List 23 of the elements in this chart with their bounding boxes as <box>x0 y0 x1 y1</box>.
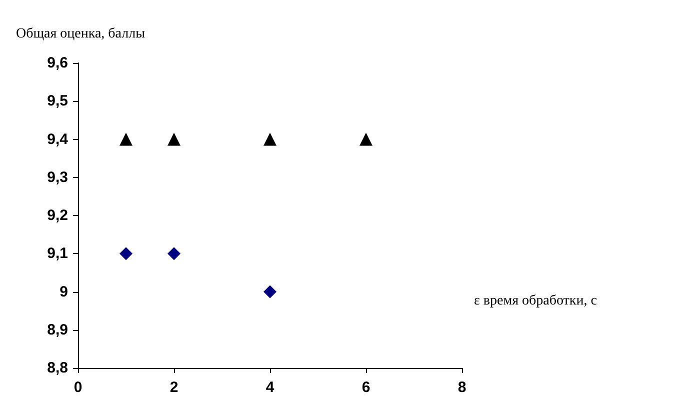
y-tick-label: 9,3 <box>47 168 68 186</box>
point <box>168 132 180 146</box>
y-tick-label: 9,1 <box>47 245 68 262</box>
x-tick-label: 4 <box>266 379 275 396</box>
y-tick-label: 8,8 <box>47 360 68 376</box>
point <box>120 132 132 146</box>
point <box>360 132 372 146</box>
point <box>264 285 276 298</box>
y-tick-label: 9 <box>60 283 68 300</box>
y-tick-label: 9,5 <box>47 92 68 110</box>
y-axis-title: Общая оценка, баллы <box>16 26 146 42</box>
point <box>120 247 132 260</box>
point <box>264 132 276 146</box>
x-tick-label: 0 <box>74 379 82 396</box>
x-tick-label: 6 <box>362 379 370 396</box>
x-axis-title: ε время обработки, с <box>474 294 597 308</box>
y-tick-label: 9,6 <box>47 54 68 72</box>
x-tick-label: 8 <box>458 379 466 396</box>
y-tick-label: 9,4 <box>47 130 69 148</box>
y-tick-label: 9,2 <box>47 207 68 224</box>
x-tick-label: 2 <box>170 379 178 396</box>
y-tick-label: 8,9 <box>47 321 68 338</box>
point <box>168 247 180 260</box>
